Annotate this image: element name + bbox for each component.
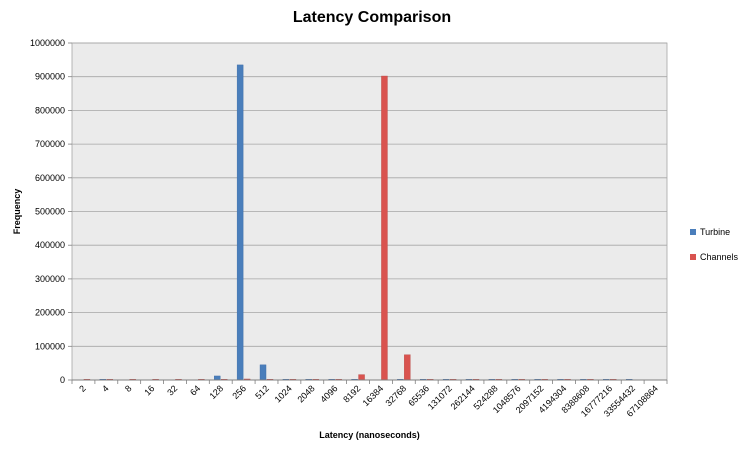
bar-channels-32768	[404, 354, 411, 381]
y-tick-label: 500000	[35, 207, 65, 217]
x-tick-label: 8	[123, 383, 134, 394]
y-tick-label: 600000	[35, 173, 65, 183]
y-axis-label: Frequency	[12, 189, 22, 235]
y-axis: 0 100000 200000 300000 400000 500000 600000 700…	[30, 38, 72, 385]
x-tick-label: 64	[188, 383, 202, 397]
y-tick-label: 400000	[35, 240, 65, 250]
x-tick-label: 262144	[449, 383, 477, 411]
x-tick-label: 16	[142, 383, 156, 397]
y-tick-label: 300000	[35, 274, 65, 284]
x-tick-label: 2	[77, 383, 88, 394]
x-tick-label: 1024	[273, 383, 294, 404]
legend-item-channels: Channels	[690, 251, 738, 263]
x-tick-label: 131072	[426, 383, 454, 411]
bar-turbine-128	[214, 375, 221, 381]
bar-turbine-512	[259, 364, 267, 381]
x-tick-label: 32768	[383, 383, 408, 408]
y-tick-label: 1000000	[30, 38, 65, 48]
y-tick-label: 800000	[35, 105, 65, 115]
y-tick-label: 200000	[35, 308, 65, 318]
x-tick-label: 256	[230, 383, 248, 401]
legend-swatch-turbine	[690, 229, 696, 235]
bar-channels-8192	[358, 374, 365, 381]
y-tick-label: 700000	[35, 139, 65, 149]
legend: Turbine Channels	[690, 226, 738, 276]
x-axis: 2 4 8 16 32 64 128 256 512 1024 2048 4096 8192163843…	[71, 379, 668, 419]
legend-item-turbine: Turbine	[690, 226, 738, 238]
x-tick-label: 32	[165, 383, 179, 397]
x-tick-label: 128	[207, 383, 225, 401]
y-tick-label: 100000	[35, 341, 65, 351]
x-tick-label: 512	[253, 383, 271, 401]
x-axis-label: Latency (nanoseconds)	[319, 430, 420, 440]
x-tick-label: 2048	[295, 383, 316, 404]
bar-turbine-256	[236, 64, 244, 381]
x-tick-label: 8192	[341, 383, 362, 404]
y-tick-label: 0	[60, 375, 65, 385]
legend-label-channels: Channels	[700, 252, 739, 262]
x-tick-label: 4096	[318, 383, 339, 404]
legend-swatch-channels	[690, 254, 696, 260]
x-tick-label: 4	[100, 383, 111, 394]
chart-title: Latency Comparison	[292, 9, 452, 26]
legend-label-turbine: Turbine	[700, 227, 731, 237]
y-tick-label: 900000	[35, 72, 65, 82]
x-tick-label: 16384	[361, 383, 386, 408]
bar-channels-16384	[381, 75, 388, 381]
